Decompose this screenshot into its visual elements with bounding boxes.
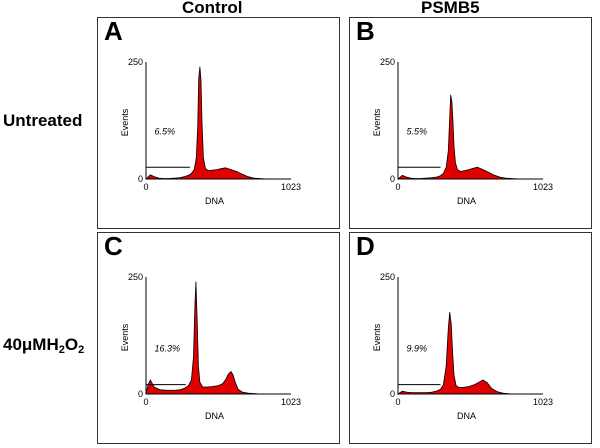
gate-percent-label: 9.9% xyxy=(407,344,428,354)
histogram-area xyxy=(145,281,291,395)
x-tick-label: 0 xyxy=(143,397,148,407)
histogram-c: 0 250 0 1023 DNA Events 16.3% xyxy=(120,272,301,421)
y-tick-label: 250 xyxy=(380,272,395,282)
x-tick-label: 0 xyxy=(395,397,400,407)
row-title-h2o2: 40μMH2O2 xyxy=(3,335,84,356)
histogram-area xyxy=(396,312,543,395)
row-title-untreated: Untreated xyxy=(3,111,83,130)
panel-letter-a: A xyxy=(104,16,123,46)
y-axis-label: Events xyxy=(372,108,382,136)
histogram-area xyxy=(396,94,543,180)
y-tick-label: 250 xyxy=(380,57,395,67)
x-tick-label: 1023 xyxy=(533,182,553,192)
y-axis-label: Events xyxy=(372,323,382,351)
x-axis-label: DNA xyxy=(457,196,476,206)
histogram-b: 0 250 0 1023 DNA Events 5.5% xyxy=(372,57,553,206)
y-tick-label: 0 xyxy=(138,389,143,399)
gate-percent-label: 5.5% xyxy=(407,126,428,136)
panel-letter-c: C xyxy=(104,231,123,261)
histogram-area xyxy=(145,66,291,180)
y-tick-label: 0 xyxy=(390,174,395,184)
histogram-d: 0 250 0 1023 DNA Events 9.9% xyxy=(372,272,553,421)
x-tick-label: 1023 xyxy=(533,397,553,407)
y-tick-label: 0 xyxy=(138,174,143,184)
y-axis-label: Events xyxy=(120,108,130,136)
x-tick-label: 0 xyxy=(143,182,148,192)
panel-b: B 0 250 0 1023 DNA Events 5.5% xyxy=(349,16,592,229)
y-tick-label: 250 xyxy=(128,272,143,282)
row-title-h2o2-sub1: 2 xyxy=(58,344,65,356)
x-tick-label: 0 xyxy=(395,182,400,192)
x-tick-label: 1023 xyxy=(281,397,301,407)
row-title-h2o2-sub2: 2 xyxy=(78,344,85,356)
panel-a: A 0 250 0 1023 DNA Events 6.5% xyxy=(97,16,340,229)
panel-d: D 0 250 0 1023 DNA Events 9.9% xyxy=(349,231,592,444)
column-title-control: Control xyxy=(182,0,243,17)
y-tick-label: 0 xyxy=(390,389,395,399)
x-axis-label: DNA xyxy=(205,411,224,421)
histogram-a: 0 250 0 1023 DNA Events 6.5% xyxy=(120,57,301,206)
gate-percent-label: 16.3% xyxy=(155,344,181,354)
panel-letter-d: D xyxy=(356,231,375,261)
x-axis-label: DNA xyxy=(205,196,224,206)
column-title-psmb5: PSMB5 xyxy=(421,0,480,17)
x-axis-label: DNA xyxy=(457,411,476,421)
y-tick-label: 250 xyxy=(128,57,143,67)
row-title-h2o2-main: 40μMH xyxy=(3,335,59,354)
x-tick-label: 1023 xyxy=(281,182,301,192)
panel-letter-b: B xyxy=(356,16,375,46)
row-title-h2o2-mid: O xyxy=(64,335,79,354)
panel-c: C 0 250 0 1023 DNA Events 16.3% xyxy=(97,231,340,444)
y-axis-label: Events xyxy=(120,323,130,351)
gate-percent-label: 6.5% xyxy=(155,126,176,136)
